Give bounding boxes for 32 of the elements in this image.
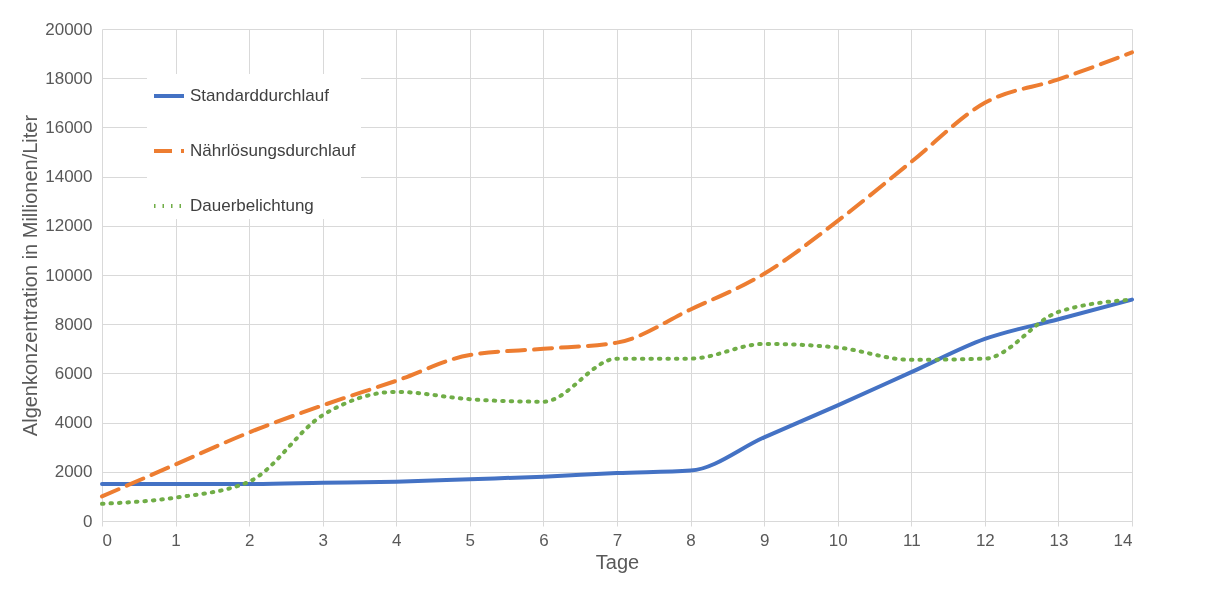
y-tick-label: 18000 — [45, 68, 93, 88]
x-tick-label: 4 — [392, 530, 402, 550]
x-tick-label: 10 — [828, 530, 848, 550]
x-tick-label: 9 — [759, 530, 770, 550]
y-tick-label: 20000 — [45, 19, 93, 39]
y-tick-label: 16000 — [45, 117, 93, 137]
y-tick-label: 14000 — [45, 167, 93, 187]
line-series — [100, 50, 1134, 499]
x-tick-label: 3 — [318, 530, 328, 550]
y-tick-label: 10000 — [45, 265, 93, 285]
legend-label: Standarddurchlauf — [190, 86, 330, 105]
y-tick-label: 8000 — [54, 314, 93, 334]
y-tick-label: 6000 — [54, 363, 93, 383]
x-tick-label: 11 — [902, 530, 921, 550]
x-tick-label: 0 — [102, 530, 112, 550]
y-tick-label: 0 — [83, 511, 93, 531]
x-tick-label: 1 — [171, 530, 181, 550]
x-axis-title: Tage — [595, 550, 640, 573]
y-tick-label: 12000 — [45, 216, 93, 236]
x-tick-label: 12 — [975, 530, 995, 550]
x-tick-label: 13 — [1049, 530, 1069, 550]
x-tick-label: 6 — [539, 530, 549, 550]
x-tick-label: 8 — [686, 530, 696, 550]
y-tick-label: 2000 — [54, 462, 93, 482]
legend-label: Nährlösungsdurchlauf — [190, 141, 356, 160]
legend-label: Dauerbelichtung — [190, 196, 314, 215]
x-tick-label: 7 — [612, 530, 623, 550]
x-tick-label: 14 — [1113, 530, 1133, 550]
x-tick-label: 5 — [465, 530, 476, 550]
y-axis-title: Algenkonzentration in Millionen/Liter — [19, 114, 42, 437]
x-tick-label: 2 — [244, 530, 255, 550]
y-tick-label: 4000 — [54, 413, 93, 433]
